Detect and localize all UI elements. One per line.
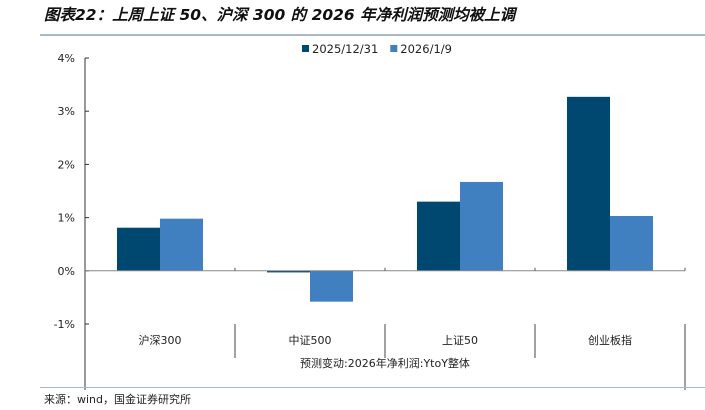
- title-divider: [40, 34, 705, 36]
- bar-1-1: [310, 270, 353, 302]
- bar-0-1: [267, 270, 310, 273]
- bar-1-3: [610, 216, 653, 271]
- y-tick-label: 1%: [58, 212, 75, 225]
- bar-0-0: [117, 227, 160, 271]
- legend-label-1: 2026/1/9: [400, 42, 452, 56]
- y-tick-label: 3%: [58, 105, 75, 118]
- bar-0-2: [417, 201, 460, 271]
- bar-1-0: [160, 218, 203, 271]
- legend-swatch-0: [302, 45, 309, 52]
- x-tick-label: 沪深300: [139, 333, 182, 347]
- source-note: 来源：wind，国金证券研究所: [44, 393, 192, 406]
- bar-0-3: [567, 96, 610, 271]
- bar-1-2: [460, 181, 503, 271]
- x-tick-label: 创业板指: [588, 333, 632, 347]
- y-tick-label: 2%: [58, 158, 75, 171]
- x-tick-label: 中证500: [289, 334, 332, 347]
- y-tick-label: 0%: [58, 265, 75, 278]
- y-tick-label: -1%: [54, 318, 75, 331]
- footer-divider: [40, 387, 705, 388]
- legend-label-0: 2025/12/31: [312, 42, 378, 56]
- x-axis-label: 预测变动:2026年净利润:YtoY整体: [300, 356, 470, 370]
- legend-swatch-1: [390, 45, 398, 52]
- chart-title: 图表22：上周上证 50、沪深 300 的 2026 年净利润预测均被上调: [44, 6, 516, 24]
- y-tick-label: 4%: [58, 52, 75, 65]
- x-tick-label: 上证50: [442, 334, 478, 347]
